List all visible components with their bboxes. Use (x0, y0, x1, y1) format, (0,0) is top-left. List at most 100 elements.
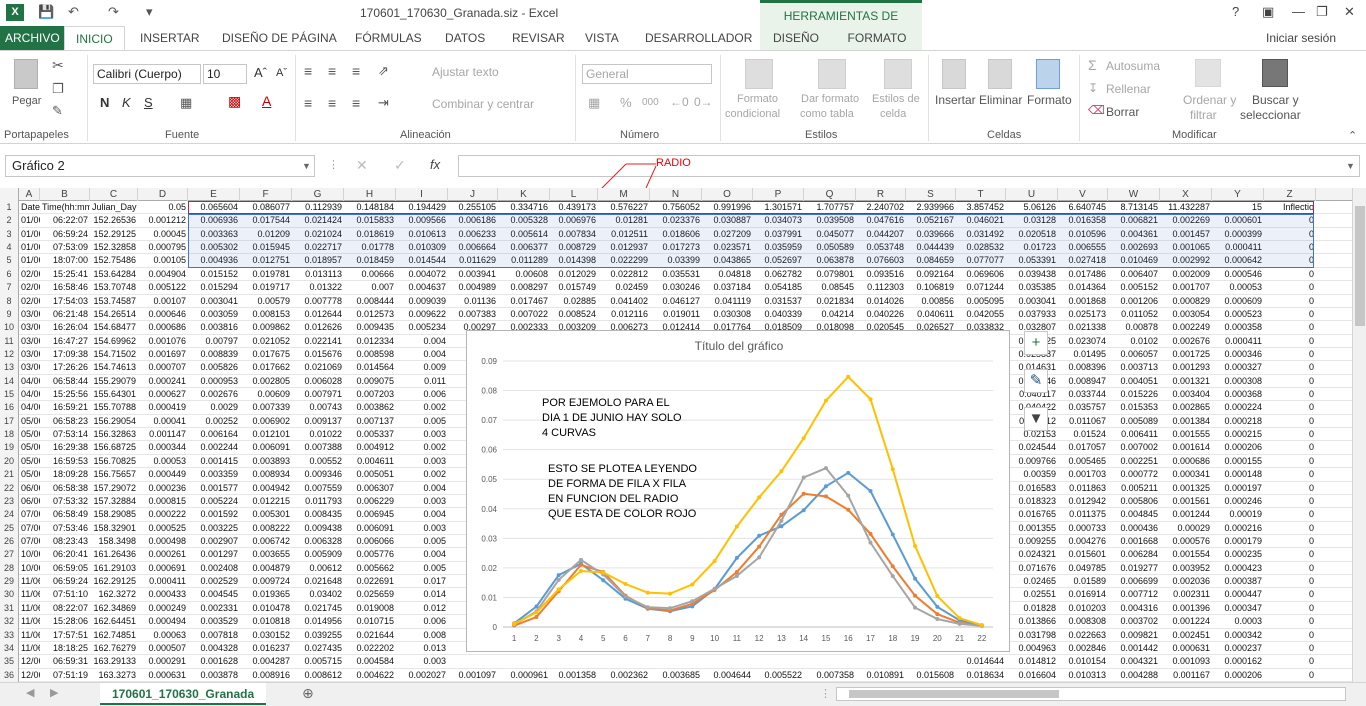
table-cell[interactable]: 06:59:31 (52, 656, 88, 667)
table-cell[interactable]: 0.086077 (252, 202, 290, 212)
cell-styles-icon[interactable] (884, 59, 912, 89)
table-cell[interactable]: 0.021644 (356, 629, 394, 640)
table-cell[interactable]: 0.0003 (1234, 616, 1262, 627)
table-cell[interactable]: 0.106819 (916, 282, 954, 293)
align-top-icon[interactable]: ≡ (304, 63, 313, 79)
table-cell[interactable]: 0.000155 (1224, 455, 1262, 466)
table-cell[interactable]: 01/06/2017 (21, 215, 40, 226)
column-header[interactable]: J (448, 188, 498, 201)
table-cell[interactable]: 0.000241 (148, 375, 186, 386)
table-cell[interactable]: 06:58:23 (52, 415, 88, 426)
series-3-point[interactable] (757, 555, 762, 560)
table-cell[interactable]: 0.004611 (357, 455, 394, 466)
table-cell[interactable]: 152.26536 (93, 215, 136, 226)
row-header[interactable]: 3 (0, 227, 19, 242)
table-cell[interactable]: 0 (1308, 602, 1314, 613)
table-cell[interactable]: Date(dd-mm-yy (21, 202, 40, 212)
table-cell[interactable]: 0.0029 (210, 402, 238, 413)
table-cell[interactable]: 0.008916 (252, 669, 290, 680)
table-cell[interactable]: 0.084659 (916, 255, 954, 266)
table-cell[interactable]: 0.02459 (615, 282, 648, 293)
table-cell[interactable]: 0.017544 (252, 215, 290, 226)
chart[interactable]: Título del gráfico 0 0.01 0.02 0.03 0.04 0.05… (466, 330, 1010, 652)
new-sheet-icon[interactable]: ⊕ (302, 685, 314, 701)
table-cell[interactable] (702, 655, 753, 668)
table-cell[interactable]: 0.01723 (1023, 242, 1056, 253)
table-cell[interactable]: 0.076603 (866, 255, 904, 266)
table-cell[interactable]: 0.001297 (200, 549, 238, 560)
table-cell[interactable]: 04/06/2017 (21, 402, 40, 413)
table-cell[interactable]: 0.009566 (408, 215, 446, 226)
customize-qat-icon[interactable]: ▾ (146, 4, 153, 19)
table-cell[interactable]: 0 (1308, 642, 1314, 653)
shrink-font-icon[interactable]: Aˇ (276, 67, 287, 79)
table-cell[interactable]: 16:26:04 (52, 322, 88, 333)
table-cell[interactable]: 0.012751 (252, 255, 290, 266)
table-cell[interactable]: 0.022141 (304, 335, 342, 346)
table-cell[interactable]: 0.000341 (1172, 469, 1210, 480)
table-cell[interactable]: 0.023376 (662, 215, 700, 226)
table-cell[interactable]: 0.045077 (816, 228, 854, 239)
table-cell[interactable]: 0.024544 (1018, 442, 1056, 453)
table-cell[interactable]: 0.005776 (356, 549, 394, 560)
table-cell[interactable]: 02/06/2017 (21, 295, 40, 306)
table-cell[interactable]: 0.000291 (148, 656, 186, 667)
table-cell[interactable]: 0.054185 (764, 282, 802, 293)
series-4-point[interactable] (690, 582, 695, 587)
table-cell[interactable]: 06:59:05 (52, 562, 88, 573)
series-3-point[interactable] (645, 605, 650, 610)
bold-icon[interactable]: N (100, 95, 110, 110)
table-cell[interactable]: 08:23:43 (52, 536, 88, 546)
series-4-point[interactable] (913, 543, 918, 548)
table-cell[interactable]: 0 (1308, 616, 1314, 627)
tab-formato[interactable]: FORMATO (832, 26, 922, 50)
row-header[interactable]: 35 (0, 655, 19, 669)
table-cell[interactable]: 0.046127 (662, 295, 700, 306)
table-cell[interactable]: 0.018459 (356, 255, 394, 266)
format-painter-icon[interactable]: ✎ (52, 103, 63, 118)
table-cell[interactable]: 0.002036 (1172, 576, 1210, 587)
table-cell[interactable]: 11/06/2017 (21, 629, 40, 640)
cell-styles-button[interactable]: Estilos de (872, 93, 920, 105)
table-cell[interactable]: 0.00107 (153, 295, 186, 306)
table-cell[interactable]: 0.000707 (148, 362, 186, 373)
table-cell[interactable]: 0.012215 (252, 495, 290, 506)
table-cell[interactable]: 1.707757 (816, 202, 854, 212)
table-cell[interactable]: 0.05 (168, 202, 186, 212)
table-cell[interactable]: 12/06/2017 (21, 669, 40, 680)
table-cell[interactable]: 0 (1308, 469, 1314, 480)
table-cell[interactable]: 0.005051 (356, 469, 394, 480)
chart-elements-button[interactable]: + (1024, 331, 1048, 355)
table-cell[interactable]: 0.002027 (408, 669, 446, 680)
table-cell[interactable]: 0.037991 (764, 228, 802, 239)
table-cell[interactable]: 0.006233 (458, 228, 496, 239)
table-cell[interactable]: 0.016604 (1018, 669, 1056, 680)
table-cell[interactable]: 0.00856 (921, 295, 954, 306)
table-cell[interactable]: 0.017273 (662, 242, 700, 253)
table-cell[interactable]: 0.001147 (149, 429, 186, 440)
table-cell[interactable]: 0.007559 (304, 482, 342, 493)
table-cell[interactable]: 0.002249 (1172, 322, 1210, 333)
table-cell[interactable]: 0.018606 (662, 228, 700, 239)
table-cell[interactable]: 0.039438 (1018, 268, 1056, 279)
table-cell[interactable]: 0.041402 (610, 295, 648, 306)
table-cell[interactable]: 0.010596 (1068, 228, 1106, 239)
table-cell[interactable]: 0.003 (423, 429, 446, 440)
table-cell[interactable]: 0.004 (423, 549, 446, 560)
table-cell[interactable]: 0.001725 (1172, 348, 1210, 359)
table-cell[interactable]: 0.009435 (356, 322, 394, 333)
row-header[interactable]: 9 (0, 307, 19, 322)
series-4-point[interactable] (890, 467, 895, 472)
table-cell[interactable]: 5.06126 (1023, 202, 1056, 212)
series-4-point[interactable] (757, 495, 762, 500)
table-cell[interactable]: 0.012942 (1068, 495, 1106, 506)
table-cell[interactable]: 0.014026 (866, 295, 904, 306)
increase-decimal-icon[interactable]: ←0 (670, 95, 689, 109)
table-cell[interactable]: 0.000523 (1224, 308, 1262, 319)
series-2-point[interactable] (868, 531, 873, 536)
table-cell[interactable]: 0.014 (423, 589, 446, 600)
table-cell[interactable]: 0.006742 (252, 536, 290, 546)
tab-datos[interactable]: DATOS (445, 31, 486, 45)
table-cell[interactable]: 0 (1308, 482, 1314, 493)
